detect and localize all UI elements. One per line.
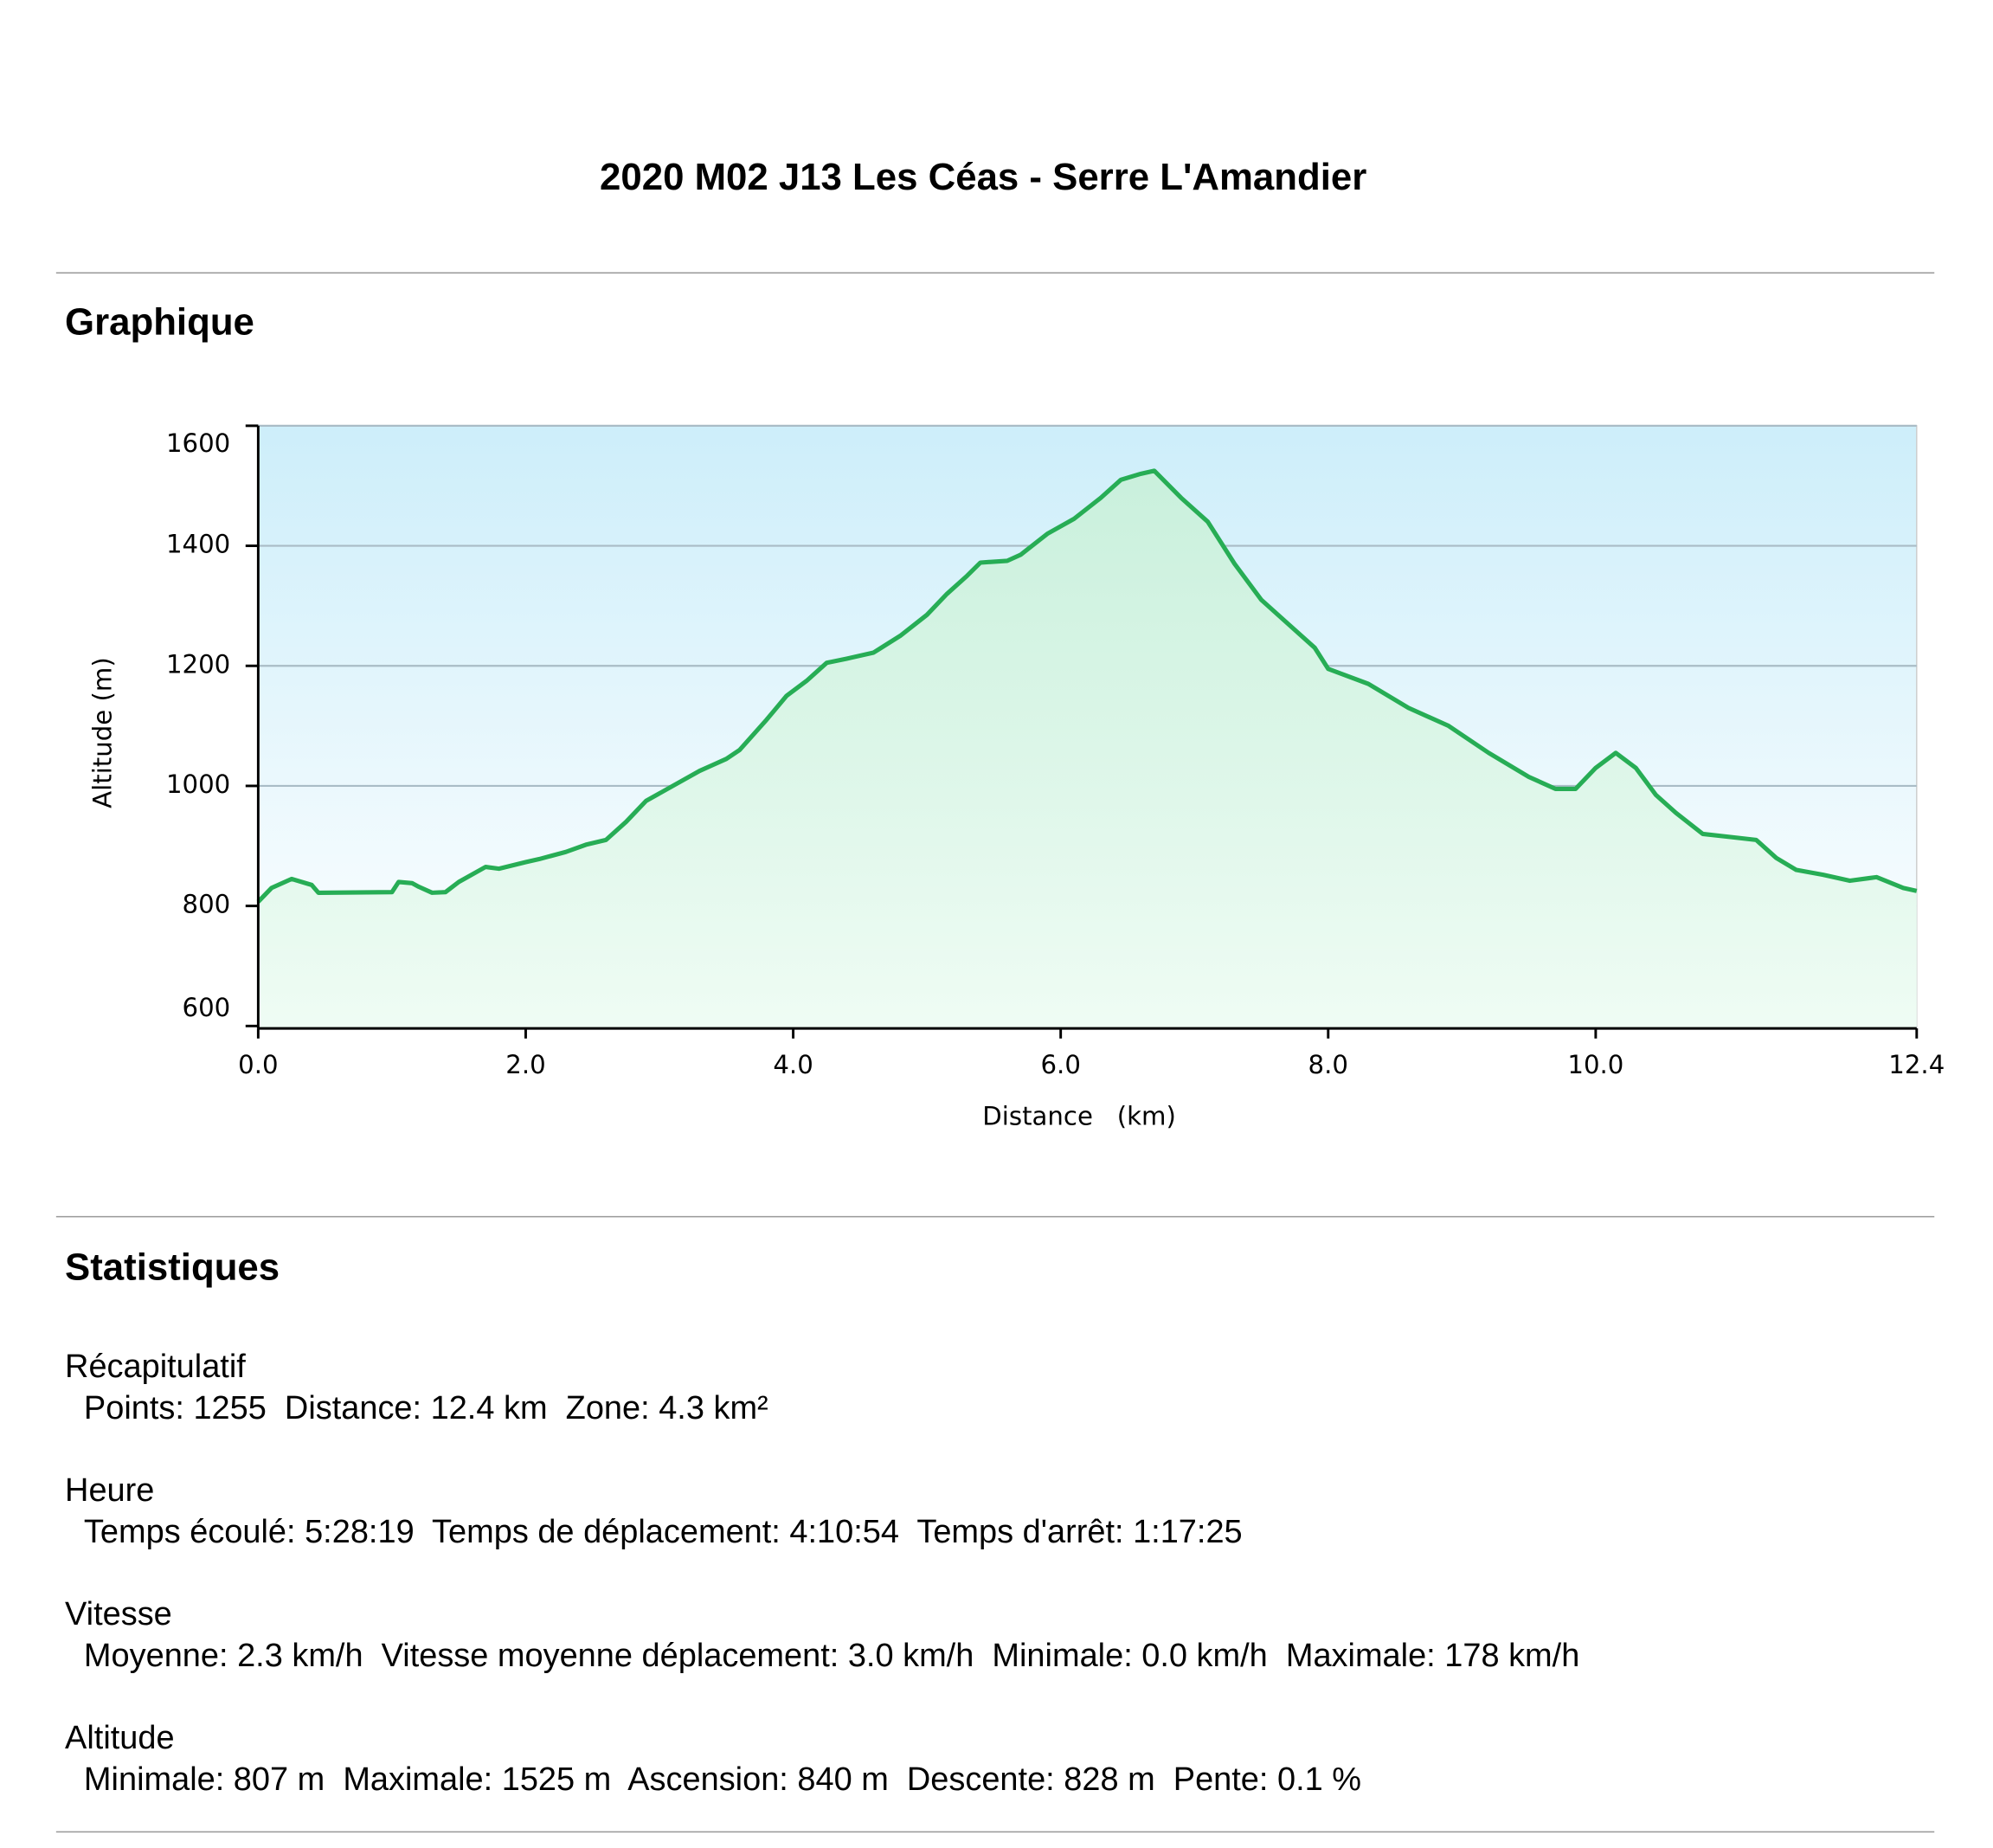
x-tick-label: 6.0 (1040, 1050, 1080, 1079)
stat-line: Points: 1255 Distance: 12.4 km Zone: 4.3… (84, 1390, 768, 1426)
stat-heading: Récapitulatif (65, 1349, 246, 1385)
stat-heading: Altitude (65, 1720, 175, 1756)
section-heading: Graphique (65, 301, 254, 344)
y-tick-label: 1000 (166, 769, 230, 799)
title: 2020 M02 J13 Les Céas - Serre L'Amandier (600, 156, 1366, 198)
y-tick-label: 800 (183, 890, 231, 919)
section-heading: Statistiques (65, 1246, 280, 1288)
x-axis-label: Distance (km) (982, 1102, 1176, 1131)
x-tick-label: 10.0 (1567, 1050, 1623, 1079)
chart: 600 800 1000 1200 1400 1600 0.0 2.0 4.0 6.0 8.0 10.… (87, 424, 1945, 1131)
x-tick-label: 4.0 (773, 1050, 813, 1079)
y-tick-label: 1200 (166, 649, 230, 679)
x-tick-label: 0.0 (238, 1050, 278, 1079)
elevation-line (256, 468, 1918, 904)
stat-line: Moyenne: 2.3 km/h Vitesse moyenne déplac… (84, 1638, 1579, 1674)
x-tick-label: 8.0 (1308, 1050, 1348, 1079)
y-tick-label: 1400 (166, 530, 230, 559)
x-tick-label: 2.0 (505, 1050, 545, 1079)
area (258, 470, 1917, 1029)
stat-heading: Heure (65, 1472, 154, 1509)
stat-heading: Vitesse (65, 1596, 172, 1632)
y-tick-label: 600 (183, 993, 231, 1022)
y-tick-label: 1600 (166, 428, 230, 458)
stat-line: Minimale: 807 m Maximale: 1525 m Ascensi… (84, 1761, 1361, 1798)
x-tick-label: 12.4 (1888, 1050, 1945, 1079)
stat-line: Temps écoulé: 5:28:19 Temps de déplaceme… (84, 1514, 1243, 1550)
y-axis-label: Altitude (m) (87, 657, 117, 808)
statistics: Récapitulatif Points: 1255 Distance: 12.4… (65, 1349, 1579, 1798)
